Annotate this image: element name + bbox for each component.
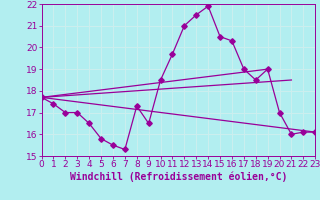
X-axis label: Windchill (Refroidissement éolien,°C): Windchill (Refroidissement éolien,°C) [70,172,287,182]
